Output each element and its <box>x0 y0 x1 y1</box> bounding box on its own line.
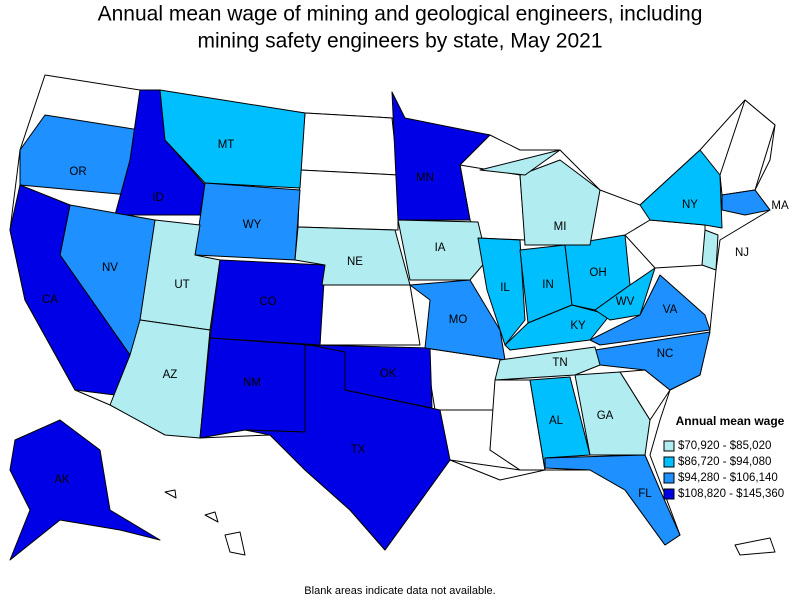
title-line: mining safety engineers by state, May 20… <box>197 30 602 53</box>
state-label: MA <box>771 200 789 212</box>
blank-area <box>164 489 177 499</box>
state-shape <box>594 267 656 321</box>
blank-area <box>734 537 776 556</box>
state-label: TX <box>351 444 366 456</box>
state-label: KY <box>570 320 586 332</box>
state-shape <box>574 371 651 456</box>
state-shape <box>391 91 491 221</box>
state-label: CO <box>259 296 276 308</box>
state-label: IN <box>542 279 554 291</box>
state-shape <box>544 454 681 546</box>
state-label: AZ <box>163 369 178 381</box>
footnote: Blank areas indicate data not available. <box>304 585 495 597</box>
state-shape <box>397 219 488 281</box>
state-label: FL <box>638 488 652 500</box>
state-shape <box>479 149 561 176</box>
blank-area <box>299 112 399 176</box>
state-label: AK <box>54 474 70 486</box>
blank-area <box>719 99 776 196</box>
blank-area <box>224 531 246 556</box>
state-label: NY <box>682 199 698 211</box>
legend-label: $86,720 - $94,080 <box>678 456 771 468</box>
state-label: CA <box>42 294 58 306</box>
blank-area <box>297 169 399 231</box>
state-shape <box>519 159 601 246</box>
legend: $70,920 - $85,020 $86,720 - $94,080 $94,28… <box>663 440 784 500</box>
state-label: ID <box>152 192 164 204</box>
state-shape <box>721 189 771 216</box>
state-label: OH <box>589 267 606 279</box>
legend-swatch <box>663 440 675 452</box>
title-line: Annual mean wage of mining and geologica… <box>98 3 703 26</box>
state-shape <box>477 237 526 346</box>
legend-swatch <box>663 456 675 468</box>
state-label: NV <box>102 262 118 274</box>
state-label: IL <box>500 282 510 294</box>
state-label: VA <box>663 304 678 316</box>
legend-swatch <box>663 472 675 484</box>
state-label: MI <box>554 221 567 233</box>
legend-label: $70,920 - $85,020 <box>678 440 771 452</box>
state-shape <box>589 274 711 346</box>
state-labels: OR ID MT WY NV CA UT CO AZ NM TX OK NE IA MN MO IL IN OH MI… <box>42 139 789 500</box>
state-label: IA <box>435 242 446 254</box>
state-shape <box>701 229 719 271</box>
legend-label: $94,280 - $106,140 <box>678 472 778 484</box>
state-label: MN <box>416 172 434 184</box>
legend-swatch <box>663 488 675 500</box>
state-label: MO <box>449 314 468 326</box>
state-label: OK <box>380 368 397 380</box>
blank-area <box>319 284 421 346</box>
state-shape <box>9 419 161 561</box>
state-label: NC <box>657 348 674 360</box>
state-label: GA <box>597 410 614 422</box>
state-label: UT <box>174 279 189 291</box>
state-shape <box>19 114 141 196</box>
state-label: NM <box>243 377 261 389</box>
state-shape <box>529 376 591 471</box>
state-shape <box>494 346 601 381</box>
blank-area <box>489 379 546 471</box>
legend-title: Annual mean wage <box>676 414 785 428</box>
state-label: NJ <box>735 247 749 259</box>
state-shape <box>309 344 433 409</box>
state-label: WV <box>616 296 635 308</box>
state-label: AL <box>549 415 564 427</box>
legend-label: $108,820 - $145,360 <box>678 488 784 500</box>
blank-area <box>204 511 219 523</box>
state-label: MT <box>218 139 235 151</box>
state-shape <box>159 89 306 189</box>
state-shape <box>294 226 411 286</box>
state-shape <box>109 319 211 439</box>
state-label: WY <box>243 219 262 231</box>
state-shape <box>639 149 723 229</box>
state-label: TN <box>552 357 567 369</box>
states <box>9 89 771 561</box>
state-label: OR <box>69 166 86 178</box>
state-label: NE <box>347 256 363 268</box>
